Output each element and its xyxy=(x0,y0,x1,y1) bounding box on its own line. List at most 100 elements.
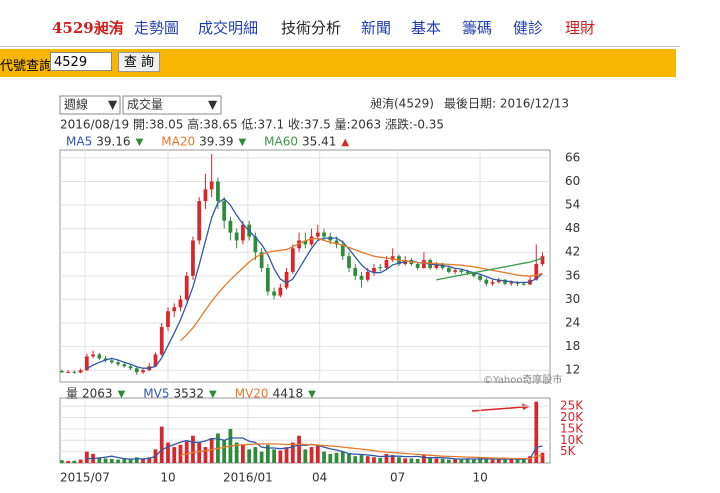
volume-bar xyxy=(322,451,326,463)
price-panel xyxy=(59,149,551,383)
candle-body xyxy=(216,181,220,202)
legend-arrow: ▼ xyxy=(308,389,316,400)
candle-body xyxy=(272,291,276,296)
volume-bar xyxy=(278,450,283,463)
volume-bar xyxy=(241,444,245,463)
legend-value: 3532 xyxy=(173,387,204,401)
volume-bar xyxy=(78,459,83,463)
volume-bar xyxy=(403,458,408,463)
y-tick-label: 48 xyxy=(565,221,580,235)
candle-body xyxy=(378,267,383,269)
brand[interactable]: 4529昶洧 xyxy=(52,19,124,37)
volume-bar xyxy=(484,458,489,463)
nav-link[interactable]: 籌碼 xyxy=(462,19,493,37)
volume-bar xyxy=(515,459,520,463)
volume-bar xyxy=(303,449,308,463)
legend-value: 39.39 xyxy=(199,135,233,149)
volume-bar xyxy=(347,453,351,463)
indicator-select[interactable] xyxy=(122,95,222,115)
volume-bar xyxy=(203,447,208,463)
nav-link[interactable]: 理財 xyxy=(565,19,596,37)
nav-link[interactable]: 技術分析 xyxy=(281,19,342,37)
volume-bar xyxy=(478,457,482,463)
y-tick-label: 5K xyxy=(560,444,577,458)
legend-arrow: ▼ xyxy=(118,389,126,400)
volume-bar xyxy=(97,457,102,463)
candle-body xyxy=(309,236,314,245)
candle-body xyxy=(128,366,133,369)
candle-body xyxy=(66,371,70,373)
candle-body xyxy=(78,370,83,373)
volume-bar xyxy=(471,459,476,463)
watermark: ©Yahoo奇摩股市 xyxy=(483,373,562,386)
candle-body xyxy=(365,271,370,280)
search-button[interactable]: 查 詢 xyxy=(118,52,160,72)
search-bar: 代號查詢 4529 查 詢 xyxy=(0,49,676,77)
y-tick-label: 20K xyxy=(560,410,584,424)
volume-bar xyxy=(109,458,114,463)
volume-bar xyxy=(447,459,451,463)
candle-body xyxy=(471,272,476,276)
candle-body xyxy=(490,282,495,284)
volume-bar xyxy=(103,458,108,463)
volume-bar xyxy=(534,401,539,463)
nav-link[interactable]: 成交明細 xyxy=(198,19,259,37)
volume-bar xyxy=(297,435,301,463)
volume-bar xyxy=(428,457,433,463)
candle-body xyxy=(166,311,170,327)
candle-body xyxy=(253,236,258,253)
legend-value: 4418 xyxy=(273,387,304,401)
ma-line xyxy=(86,197,543,370)
volume-bar xyxy=(315,444,320,463)
volume-bar xyxy=(128,459,133,463)
volume-bar xyxy=(84,451,89,463)
nav-link[interactable]: 健診 xyxy=(513,19,544,37)
nav-link[interactable]: 走勢圖 xyxy=(134,19,180,37)
volume-bar xyxy=(265,444,270,463)
y-tick-label: 24 xyxy=(565,316,580,330)
y-tick-label: 12 xyxy=(565,363,580,377)
candle-body xyxy=(241,224,245,241)
search-input[interactable]: 4529 xyxy=(50,52,112,71)
candle-body xyxy=(228,220,233,233)
candle-body xyxy=(453,270,457,272)
volume-bar xyxy=(372,457,376,463)
candle-body xyxy=(315,232,320,237)
legend-arrow: ▲ xyxy=(341,137,349,148)
volume-bar xyxy=(490,459,495,463)
y-tick-label: 36 xyxy=(565,268,580,282)
stock-name: 昶洧(4529) xyxy=(370,97,434,111)
period-select[interactable] xyxy=(59,95,121,115)
nav-link[interactable]: 基本 xyxy=(411,19,442,37)
search-label: 代號查詢 xyxy=(0,59,53,74)
candle-body xyxy=(290,248,295,272)
candle-body xyxy=(178,299,183,308)
indicator-value[interactable]: 成交量 xyxy=(127,97,163,112)
y-tick-label: 60 xyxy=(565,174,580,188)
candle-body xyxy=(153,354,158,367)
legend-name: MV5 xyxy=(143,387,169,401)
volume-bar xyxy=(359,455,364,463)
legend-arrow: ▼ xyxy=(238,137,246,148)
candle-body xyxy=(203,189,208,202)
volume-bar xyxy=(66,460,70,463)
volume-bar xyxy=(434,458,439,463)
ma-line xyxy=(436,257,543,281)
volume-bar xyxy=(390,455,395,463)
last-date: 最後日期: 2016/12/13 xyxy=(444,97,569,111)
volume-bar xyxy=(116,459,120,463)
y-tick-label: 10K xyxy=(560,433,584,447)
candle-body xyxy=(322,232,326,237)
period-value[interactable]: 週線 xyxy=(64,97,88,112)
volume-bar xyxy=(415,458,420,463)
volume-bar xyxy=(72,460,77,463)
candle-body xyxy=(259,252,264,268)
candle-body xyxy=(122,364,127,367)
x-tick-label: 2015/07 xyxy=(60,471,110,485)
volume-bar xyxy=(253,447,258,463)
nav-link[interactable]: 新聞 xyxy=(361,19,392,37)
candle-body xyxy=(234,232,239,241)
select-arrow: ▼ xyxy=(208,98,218,112)
